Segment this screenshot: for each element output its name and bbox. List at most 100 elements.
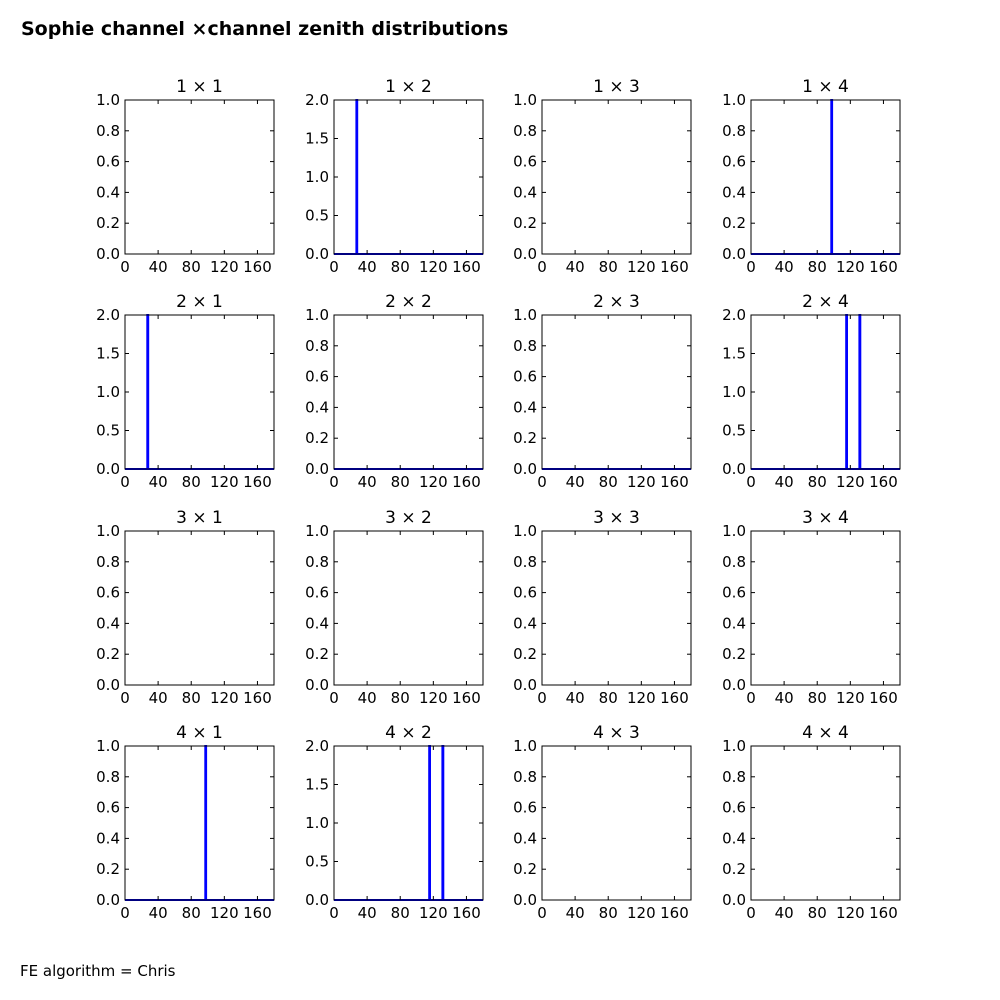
x-tick-label: 160: [869, 689, 898, 707]
y-tick-label: 1.0: [722, 91, 746, 109]
x-tick-label: 120: [627, 689, 656, 707]
x-tick-label: 40: [775, 904, 794, 922]
subplot-title: 2 × 4: [802, 292, 849, 312]
subplot-1-3: 1 × 3 0 40 80 120 160 0.0 0.2 0.4 0.6 0.8 1.0: [513, 77, 692, 276]
y-tick-label: 0.2: [96, 645, 120, 663]
x-tick-label: 120: [419, 689, 448, 707]
axes-frame: [124, 530, 275, 686]
x-tick-label: 160: [243, 689, 272, 707]
x-tick-label: 0: [537, 689, 547, 707]
y-tick-label: 0.0: [305, 891, 329, 909]
subplot-title: 2 × 3: [593, 292, 640, 312]
x-tick-label: 120: [836, 904, 865, 922]
data-series-line: [125, 745, 274, 901]
subplot-4-1: 4 × 1 0 40 80 120 160 0.0 0.2 0.4 0.6 0.8 1.0: [96, 723, 275, 922]
data-series-line: [334, 745, 483, 901]
y-tick-label: 1.0: [513, 91, 537, 109]
y-tick-label: 0.2: [513, 860, 537, 878]
x-tick-label: 0: [120, 689, 130, 707]
x-tick-label: 40: [566, 689, 585, 707]
y-tick-label: 0.4: [513, 829, 537, 847]
subplot-2-4: 2 × 4 0 40 80 120 160 0.0 0.5 1.0 1.5 2.0: [722, 292, 901, 491]
x-tick-label: 160: [452, 689, 481, 707]
y-tick-label: 0.8: [722, 768, 746, 786]
y-tick-label: 0.6: [96, 153, 120, 171]
y-tick-label: 0.0: [305, 676, 329, 694]
y-tick-label: 1.0: [305, 522, 329, 540]
x-tick-label: 0: [537, 258, 547, 276]
x-tick-label: 120: [210, 689, 239, 707]
x-tick-label: 120: [627, 473, 656, 491]
x-tick-label: 40: [566, 473, 585, 491]
y-tick-label: 0.8: [96, 122, 120, 140]
y-tick-label: 1.0: [722, 383, 746, 401]
y-tick-label: 0.0: [722, 245, 746, 263]
axes-frame: [750, 530, 901, 686]
y-tick-label: 0.6: [722, 799, 746, 817]
x-tick-label: 120: [419, 258, 448, 276]
axes-frame: [333, 745, 484, 901]
subplot-3-2: 3 × 2 0 40 80 120 160 0.0 0.2 0.4 0.6 0.8 1.0: [305, 508, 484, 707]
data-series-line: [751, 99, 900, 255]
x-tick-label: 120: [627, 258, 656, 276]
subplot-title: 4 × 2: [385, 723, 432, 743]
x-tick-label: 0: [746, 904, 756, 922]
x-tick-label: 0: [329, 904, 339, 922]
x-tick-label: 40: [149, 689, 168, 707]
x-tick-label: 80: [808, 258, 827, 276]
y-tick-label: 0.6: [96, 584, 120, 602]
x-tick-label: 0: [537, 473, 547, 491]
y-tick-label: 2.0: [305, 737, 329, 755]
x-tick-label: 80: [391, 473, 410, 491]
data-series-line: [751, 314, 900, 470]
y-tick-label: 0.0: [513, 460, 537, 478]
y-tick-label: 0.2: [513, 214, 537, 232]
x-tick-label: 120: [419, 904, 448, 922]
y-tick-label: 0.8: [96, 768, 120, 786]
subplot-title: 3 × 4: [802, 508, 849, 528]
y-tick-label: 1.0: [513, 737, 537, 755]
x-tick-label: 160: [869, 904, 898, 922]
y-tick-label: 0.8: [305, 553, 329, 571]
y-tick-label: 0.8: [513, 122, 537, 140]
y-tick-label: 0.2: [722, 860, 746, 878]
axes-frame: [124, 745, 275, 901]
x-tick-label: 0: [746, 689, 756, 707]
x-tick-label: 40: [775, 473, 794, 491]
x-tick-label: 0: [746, 258, 756, 276]
x-tick-label: 0: [329, 689, 339, 707]
subplot-title: 4 × 3: [593, 723, 640, 743]
subplot-4-4: 4 × 4 0 40 80 120 160 0.0 0.2 0.4 0.6 0.8 1.0: [722, 723, 901, 922]
subplot-2-3: 2 × 3 0 40 80 120 160 0.0 0.2 0.4 0.6 0.8 1.0: [513, 292, 692, 491]
x-tick-label: 40: [775, 689, 794, 707]
x-tick-label: 160: [243, 904, 272, 922]
subplot-2-2: 2 × 2 0 40 80 120 160 0.0 0.2 0.4 0.6 0.8 1.0: [305, 292, 484, 491]
subplot-1-1: 1 × 1 0 40 80 120 160 0.0 0.2 0.4 0.6 0.8 1.0: [96, 77, 275, 276]
x-tick-label: 40: [358, 904, 377, 922]
x-tick-label: 80: [182, 689, 201, 707]
y-tick-label: 0.0: [722, 460, 746, 478]
x-tick-label: 80: [391, 904, 410, 922]
y-tick-label: 0.4: [305, 398, 329, 416]
y-tick-label: 0.2: [305, 645, 329, 663]
x-tick-label: 80: [599, 904, 618, 922]
x-tick-label: 40: [775, 258, 794, 276]
x-tick-label: 80: [391, 258, 410, 276]
y-tick-label: 0.2: [305, 429, 329, 447]
x-tick-label: 80: [808, 904, 827, 922]
x-tick-label: 120: [210, 258, 239, 276]
y-tick-label: 2.0: [305, 91, 329, 109]
y-tick-label: 0.4: [96, 183, 120, 201]
y-tick-label: 0.4: [305, 614, 329, 632]
y-tick-label: 1.0: [513, 306, 537, 324]
subplot-3-3: 3 × 3 0 40 80 120 160 0.0 0.2 0.4 0.6 0.8 1.0: [513, 508, 692, 707]
x-tick-label: 160: [869, 258, 898, 276]
y-tick-label: 0.0: [722, 891, 746, 909]
data-series-line: [334, 99, 483, 255]
axes-frame: [541, 530, 692, 686]
x-tick-label: 0: [120, 904, 130, 922]
y-tick-label: 0.8: [513, 337, 537, 355]
x-tick-label: 40: [358, 258, 377, 276]
x-tick-label: 40: [149, 904, 168, 922]
